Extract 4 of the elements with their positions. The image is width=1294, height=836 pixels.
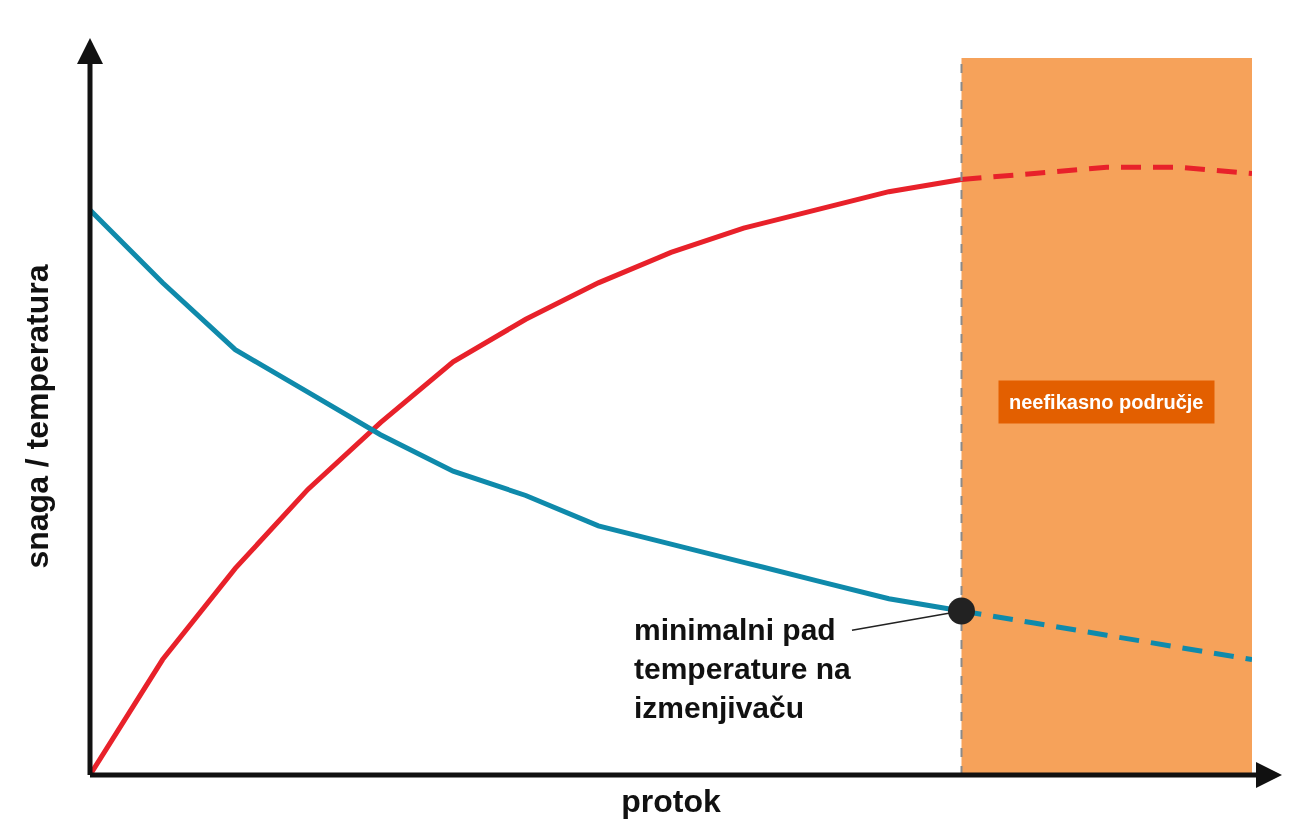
annotation: neefikasno područje — [1009, 391, 1204, 413]
y-axis-title: snaga / temperatura — [19, 264, 56, 569]
annotation: minimalni pad temperature na izmenjivaču — [634, 613, 852, 724]
x-axis-title: protok — [621, 782, 721, 819]
